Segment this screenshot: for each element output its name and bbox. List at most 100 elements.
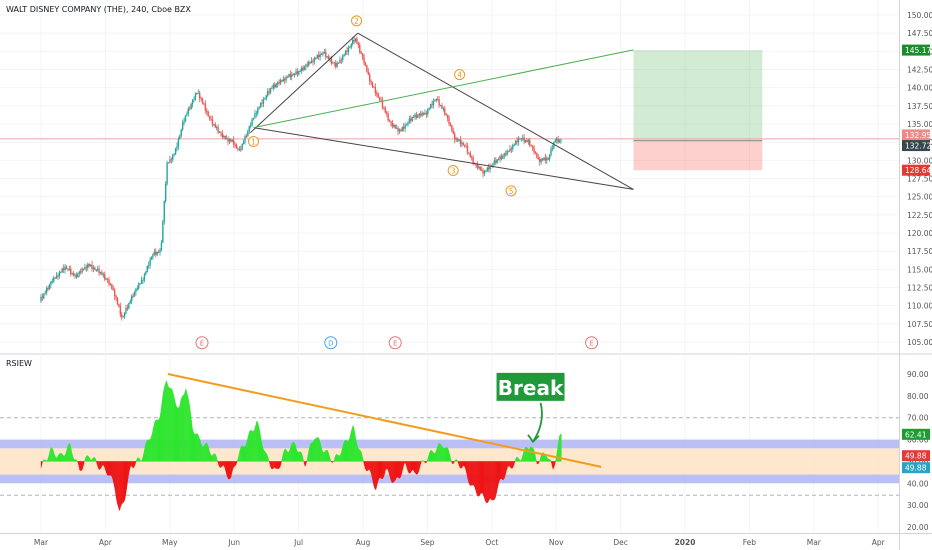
candle-body [95,269,97,271]
price-tick-label: 142.50 [907,66,932,75]
candle-body [300,67,303,71]
candle-body [326,56,328,58]
candle-body [560,139,562,141]
candle-body [288,74,290,78]
candle-body [62,268,65,271]
candle-body [438,99,440,106]
candle-body [394,124,396,129]
candle-body [431,104,433,106]
candle-body [248,126,250,131]
candle-body [475,163,477,165]
candle-body [240,149,242,150]
trendline-1 [249,32,359,134]
candle-body [422,112,425,115]
candle-body [164,184,167,202]
candle-body [98,268,100,274]
candle-body [476,164,479,168]
candle-body [190,103,192,110]
candle-body [194,93,197,100]
price-tick-label: 107.50 [907,320,932,329]
candle-body [138,283,140,289]
candle-body [221,133,224,138]
candle-body [279,80,282,84]
candle-body [156,251,158,255]
stop-zone [633,140,763,171]
wave-label-circle [447,165,459,177]
event-marker-circle [195,336,209,350]
candle-body [557,138,559,143]
time-tick-label: Jun [227,538,240,547]
candle-body [235,144,238,149]
candle-body [503,153,505,156]
rsi-tick-label: 30.00 [907,501,929,510]
candle-body [449,123,452,126]
candle-body [191,100,194,104]
candle-body [105,278,107,280]
candle-body [384,108,386,113]
price-tick-label: 135.00 [907,120,932,129]
candle-body [305,64,307,67]
candle-body [238,149,241,150]
candle-body [388,120,391,122]
candle-body [505,153,507,155]
candle-body [58,272,61,277]
candle-body [85,267,88,269]
candle-body [527,140,530,142]
candle-body [325,52,327,58]
candle-body [204,104,207,111]
candle-body [547,158,549,160]
candle-body [276,82,279,85]
candle-body [553,141,555,149]
event-marker-circle [585,336,599,350]
candle-body [458,139,460,141]
candle-body [313,58,316,62]
price-tick-label: 137.50 [907,102,932,111]
candle-body [208,116,211,119]
candle-body [184,115,187,122]
candle-body [244,136,246,142]
candle-body [302,67,304,71]
time-tick-label: Nov [549,538,564,547]
candle-body [479,166,481,171]
price-tick-label: 110.00 [907,302,932,311]
break-arrow-shaft [532,402,543,443]
candle-body [257,108,259,114]
candle-body [91,264,93,269]
candle-body [410,118,412,121]
wave-label-1: 1 [251,137,256,146]
candle-body [113,289,116,297]
candle-body [82,268,85,270]
event-marker-circle [324,336,338,350]
candle-body [220,132,222,134]
wave-label-5: 5 [509,187,514,196]
candle-body [176,146,178,149]
candle-body [132,295,134,297]
break-callout-box [496,372,565,401]
candle-body [72,273,75,276]
candle-body [265,95,267,99]
candle-body [376,92,378,94]
candle-body [351,39,354,44]
candle-body [466,146,469,153]
trendline-2 [357,32,634,190]
candle-body [94,267,96,270]
candle-body [500,156,503,159]
candle-body [427,109,429,115]
candle-body [228,139,231,142]
candle-body [252,118,255,120]
rsi-tick-label: 90.00 [907,370,929,379]
candle-body [89,264,92,267]
candle-body [172,155,174,160]
candle-body [285,76,287,81]
price-tick-label: 147.50 [907,29,932,38]
candle-body [368,74,371,82]
candle-body [48,284,51,290]
wave-label-4: 4 [457,71,462,80]
candle-body [378,97,381,100]
target-zone [633,50,763,141]
candle-body [363,56,365,64]
candle-body [135,288,137,292]
candle-body [317,55,320,58]
candle-body [339,59,341,63]
candle-body [57,275,59,277]
